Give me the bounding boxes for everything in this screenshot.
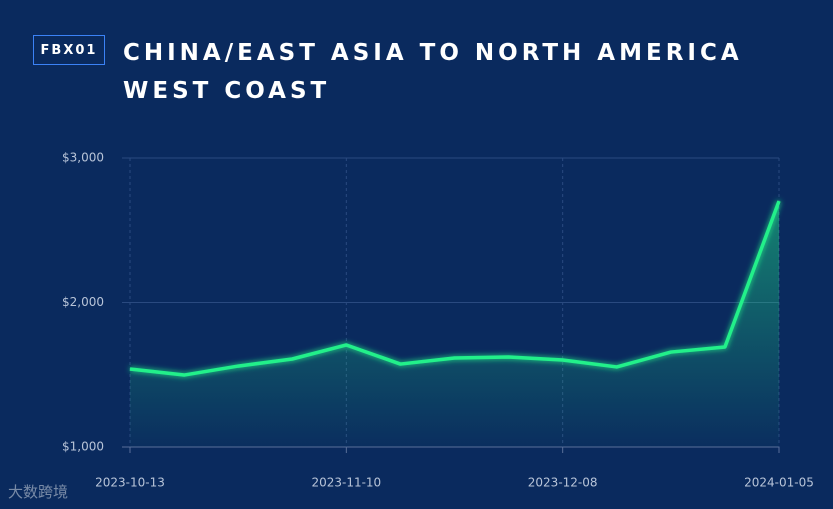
line	[129, 200, 781, 377]
x-tick-label: 2023-11-10	[311, 476, 381, 490]
x-tick-label: 2023-12-08	[528, 476, 598, 490]
chart-title: CHINA/EAST ASIA TO NORTH AMERICA WEST CO…	[123, 40, 743, 104]
area	[130, 201, 779, 447]
y-tick-label: $3,000	[62, 151, 104, 165]
x-tick-label: 2024-01-05	[744, 476, 814, 490]
y-tick-label: $2,000	[62, 295, 104, 309]
badge: FBX01	[33, 35, 105, 65]
watermark: 大数跨境	[8, 483, 69, 501]
y-tick-label: $1,000	[62, 440, 104, 454]
x-tick-label: 2023-10-13	[95, 476, 165, 490]
